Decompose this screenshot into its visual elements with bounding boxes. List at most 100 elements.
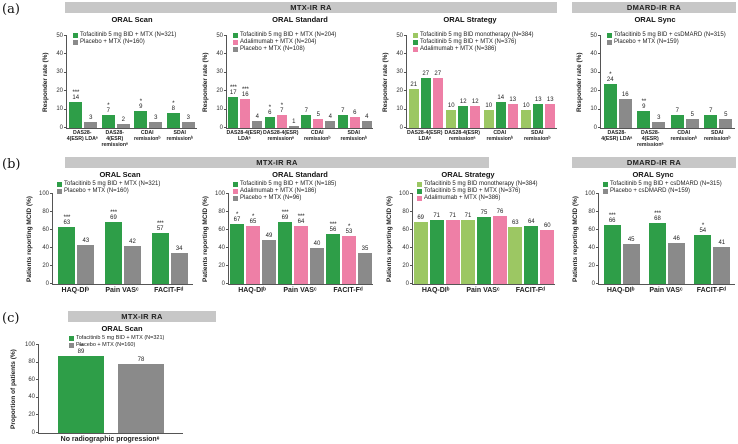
bar-column: 49 [262,194,276,284]
category-label: DAS28-4(ESR) LDAᵃ [226,130,262,142]
bar-value-label: 12 [459,98,467,105]
bar-value-label: 41 [718,240,726,247]
y-tick-mark [36,414,39,416]
y-tick-mark [64,71,67,73]
bar-groups: *** 17 *** 16 4 * 6 * 7 1 7 5 4 7 6 4 [227,36,373,128]
bar-group: *** 69 *** 64 40 [277,194,325,284]
y-tick-label: 60 [28,376,35,383]
bar-value-label: 63 [63,220,71,227]
significance-marker: *** [608,211,616,219]
bar-column: 3 [149,36,163,128]
significance-marker: *** [241,85,249,93]
bar-group: 71 75 76 [460,194,507,284]
y-tick-mark [226,265,229,266]
y-tick-mark [404,35,407,36]
bar [507,104,518,128]
bar [358,252,372,284]
legend-label: Adalimumab + MTX (N=386) [420,46,497,52]
bar-column: 10 [521,36,532,128]
bar-column: * 24 [603,36,617,128]
y-tick-label: 30 [396,69,403,76]
significance-marker: *** [156,219,164,227]
significance-marker: *** [110,208,117,216]
bar-column: *** 64 [294,194,308,284]
category-label: DAS28-4(ESR) LDAᵃ [407,130,443,142]
y-tick-label: 30 [56,69,63,76]
subtitle-a-oral-standard: ORAL Standard [272,15,328,24]
category-label: DAS28-4(ESR) remissionᵃ [444,130,480,142]
bar-column: 71 [429,194,444,284]
y-axis-title-text: Responder rate (%) [42,52,49,112]
y-tick-label: 0 [219,124,223,131]
bar-value-label: 35 [361,245,369,252]
bar-column: 7 [704,36,718,128]
header-c-mtx-ir-ra: MTX-IR RA [68,311,216,322]
bar [118,364,164,433]
bar [124,246,141,284]
legend-item: Tofacitinib 5 mg BID monotherapy (N=384) [413,32,534,38]
legend-swatch [69,342,74,348]
bar [101,115,115,128]
bar-value-label: 40 [313,241,321,247]
y-tick-label: 20 [590,87,597,94]
bar-column: 6 [349,36,360,128]
y-tick-label: 100 [24,341,35,348]
bar [134,111,148,128]
category-label: DAS28-4(ESR) LDAᵃ [601,130,633,142]
y-tick-mark [598,90,601,92]
significance-marker: *** [654,209,661,217]
legend-label: Tofacitinib 5 mg BID + MTX (N=376) [424,188,521,194]
legend: Tofacitinib 5 mg BID + MTX (N=321) Placeb… [69,335,164,348]
bar [603,83,617,128]
y-tick-mark [596,193,599,194]
panel-label-b: (b) [2,157,21,172]
bar-column: 5 [719,36,733,128]
bar-column: 46 [667,194,685,284]
category-label: HAQ-DIᵇ [238,287,266,294]
y-tick-label: 80 [402,208,409,215]
bar-column: 14 [495,36,506,128]
legend-item: Tofacitinib 5 mg BID + MTX (N=376) [413,39,534,45]
significance-marker: *** [329,220,337,228]
subtitle-b-oral-scan: ORAL Scan [99,170,141,179]
bar-group: 69 71 71 [413,194,460,284]
category-label: CDAI remissionᵇ [670,130,698,142]
plot-area: 0 20 40 60 80 100 ** 89 78 Tofacitinib 5 mg BID +… [25,335,183,436]
legend-item: Placebo + MTX (N=160) [73,39,176,45]
y-tick-label: 20 [28,411,35,418]
bar-value-label: 7 [106,108,110,115]
legend: Tofacitinib 5 mg BID + MTX (N=204) Adalim… [233,32,336,52]
y-tick-mark [224,108,227,110]
bar [670,115,684,128]
bar [170,253,188,284]
bar-group: * 24 16 [601,36,635,128]
bar-group: * 8 3 [165,36,198,128]
bar-groups: *** 63 43 *** 69 42 *** 57 34 [53,194,193,284]
y-tick-label: 20 [588,262,595,269]
y-tick-label: 40 [402,244,409,251]
chart-b-oral-sync: Patients reporting MCID (%) 0 20 40 60 80 100 *… [570,178,736,304]
category-label: SDAI remissionᵇ [523,130,551,142]
bar-value-label: 34 [175,246,183,253]
bar-column: 13 [507,36,518,128]
legend-item: Tofacitinib 5 mg BID monotherapy (N=384) [417,181,538,187]
bar [460,220,475,284]
bar [149,122,163,128]
y-tick-mark [36,379,39,381]
y-tick-label: 20 [396,87,403,94]
bar-column: * 7 [101,36,115,128]
y-tick-label: 80 [588,208,595,215]
bar-group: *** 57 34 [146,194,193,284]
bar [508,227,523,284]
bar-groups: *** 66 45 *** 68 46 * 54 41 [599,194,735,284]
plot-area: 0 10 20 30 40 50 *** 17 *** 16 4 * 6 * 7 1 7 5 4 7 6 4 Tofacit… [216,32,373,131]
category-label: FACIT-Fᵈ [154,287,184,294]
y-tick-mark [64,53,67,55]
significance-marker: *** [281,208,289,216]
legend-swatch [413,32,418,38]
category-labels: DAS28-4(ESR) LDAᵃ DAS28-4(ESR) remissionᵃ… [600,129,734,151]
significance-marker: * [609,70,612,78]
bar-value-label: 57 [156,225,164,232]
legend: Tofacitinib 5 mg BID monotherapy (N=384)… [413,32,534,52]
category-label: CDAI remissionᵇ [303,130,331,142]
